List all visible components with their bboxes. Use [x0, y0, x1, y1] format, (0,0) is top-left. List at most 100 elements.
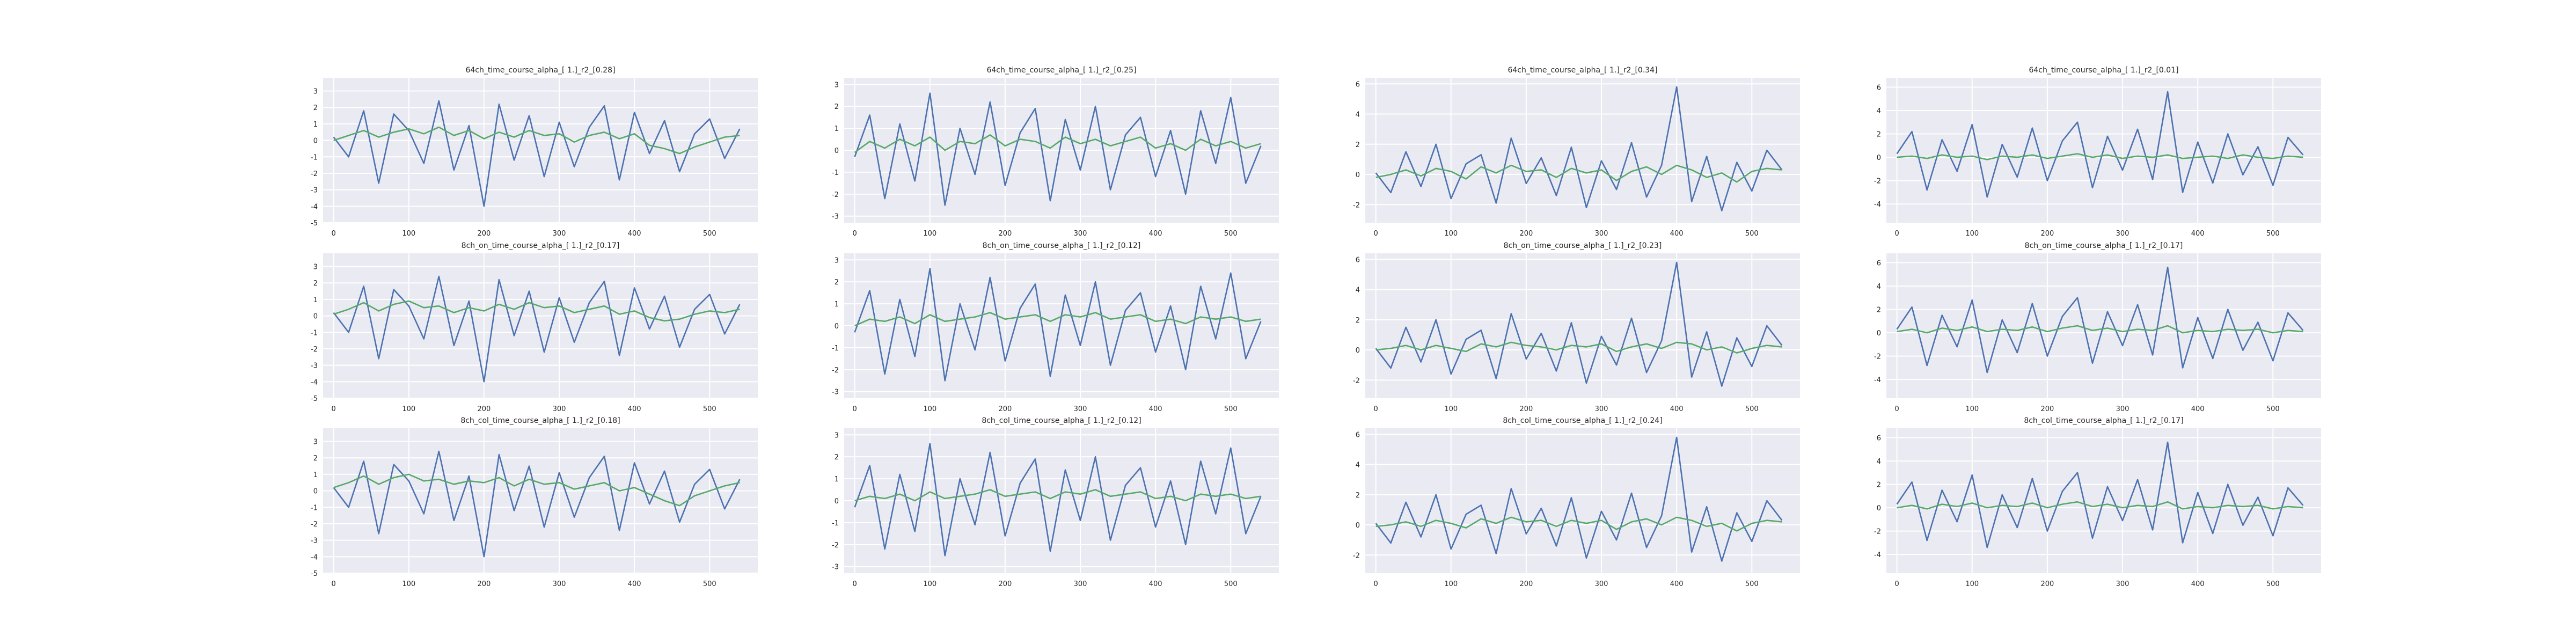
series-line-green: [854, 134, 1261, 153]
y-tick-label: 2: [1356, 141, 1360, 149]
x-tick-label: 200: [2040, 230, 2054, 238]
x-tick-label: 0: [852, 405, 857, 413]
y-tick-label: 0: [313, 137, 318, 145]
x-tick-label: 500: [703, 230, 716, 238]
subplot-title: 8ch_on_time_course_alpha_[ 1.]_r2_[0.12]: [983, 241, 1141, 250]
y-tick-label: -1: [311, 504, 318, 512]
y-tick-label: 1: [313, 471, 318, 479]
subplot-title: 64ch_time_course_alpha_[ 1.]_r2_[0.34]: [1507, 66, 1657, 75]
x-tick-label: 100: [1444, 405, 1458, 413]
y-tick-label: -5: [311, 570, 318, 578]
y-tick-label: 3: [835, 81, 839, 89]
y-tick-label: 0: [1877, 154, 1881, 162]
x-tick-label: 0: [331, 230, 335, 238]
y-tick-label: -4: [1874, 376, 1881, 384]
x-tick-label: 100: [923, 405, 936, 413]
y-tick-label: 6: [1356, 431, 1360, 439]
y-tick-label: -3: [311, 537, 318, 545]
x-tick-label: 500: [2266, 580, 2280, 588]
subplot-3: 0 100 200 300 400 500 -2 0 2 4 6 64ch_time_course_a…: [1353, 66, 1800, 238]
x-tick-label: 500: [2266, 405, 2280, 413]
y-tick-label: -4: [1874, 201, 1881, 209]
series-line-green: [1897, 153, 2303, 160]
y-tick-label: 3: [313, 438, 318, 447]
y-tick-label: -2: [311, 521, 318, 529]
x-tick-label: 400: [628, 405, 641, 413]
series-line-green: [1375, 164, 1782, 183]
x-tick-label: 0: [331, 580, 335, 588]
series-line-blue: [854, 443, 1262, 557]
y-tick-label: -3: [311, 187, 318, 195]
x-tick-label: 300: [553, 580, 566, 588]
y-tick-label: 6: [1356, 80, 1360, 89]
x-tick-label: 400: [1670, 405, 1684, 413]
x-tick-label: 100: [923, 230, 936, 238]
plot-area: [1365, 253, 1800, 398]
plot-area: [323, 428, 758, 573]
series-line-blue: [1896, 91, 2304, 198]
series-line-green: [854, 489, 1261, 502]
x-tick-label: 200: [477, 405, 491, 413]
y-tick-label: -5: [311, 219, 318, 228]
series-line-green: [333, 300, 740, 322]
subplot-12: 0 100 200 300 400 500 -4 -2 0 2 4 6 8ch_col_time_cou…: [1874, 416, 2321, 588]
y-tick-label: 6: [1877, 434, 1881, 442]
y-tick-label: -3: [832, 389, 839, 397]
y-tick-label: 0: [835, 147, 839, 155]
x-tick-label: 500: [1745, 405, 1759, 413]
subplot-5: 0 100 200 300 400 500 -5 -4 -3 -2 -1 0 1 2 3 8ch_on_tim…: [311, 241, 758, 413]
plot-area: [323, 253, 758, 398]
y-tick-label: -4: [1874, 551, 1881, 559]
x-tick-label: 0: [852, 580, 857, 588]
x-tick-label: 200: [998, 580, 1012, 588]
x-tick-label: 100: [402, 405, 415, 413]
y-tick-label: -1: [311, 153, 318, 162]
x-tick-label: 500: [1745, 230, 1759, 238]
x-tick-label: 500: [703, 580, 716, 588]
subplot-6: 0 100 200 300 400 500 -3 -2 -1 0 1 2 3 8ch_on_time_co…: [832, 241, 1279, 413]
subplot-1: 0 100 200 300 400 500 -5 -4 -3 -2 -1 0 1 2 3 64ch_time_…: [311, 66, 758, 238]
series-line-blue: [333, 100, 741, 207]
y-tick-label: -3: [832, 213, 839, 221]
subplot-8: 0 100 200 300 400 500 -4 -2 0 2 4 6 8ch_on_time_cour…: [1874, 241, 2321, 413]
y-tick-label: 1: [313, 296, 318, 304]
x-tick-label: 300: [553, 230, 566, 238]
x-tick-label: 400: [2191, 405, 2205, 413]
subplot-title: 64ch_time_course_alpha_[ 1.]_r2_[0.01]: [2029, 66, 2178, 75]
y-tick-label: -2: [832, 367, 839, 375]
x-tick-label: 300: [1595, 230, 1608, 238]
x-tick-label: 300: [1074, 580, 1087, 588]
y-tick-label: 0: [835, 497, 839, 506]
series-line-blue: [333, 450, 741, 558]
x-tick-label: 100: [402, 580, 415, 588]
x-tick-label: 300: [2116, 230, 2129, 238]
plot-area: [323, 78, 758, 223]
x-tick-label: 100: [1444, 580, 1458, 588]
x-tick-label: 200: [1519, 580, 1533, 588]
y-tick-label: -2: [1874, 353, 1881, 361]
x-tick-label: 200: [1519, 405, 1533, 413]
y-tick-label: 2: [1356, 317, 1360, 325]
series-line-green: [333, 126, 740, 155]
x-tick-label: 0: [1894, 405, 1899, 413]
y-tick-label: 2: [1356, 492, 1360, 500]
y-tick-label: -4: [311, 553, 318, 561]
x-tick-label: 400: [2191, 230, 2205, 238]
y-tick-label: 4: [1356, 462, 1360, 470]
series-line-green: [333, 473, 740, 507]
series-line-blue: [1896, 441, 2304, 548]
x-tick-label: 200: [477, 230, 491, 238]
series-line-blue: [854, 268, 1262, 382]
y-tick-label: -2: [1874, 528, 1881, 536]
y-tick-label: -2: [1353, 552, 1360, 560]
subplot-title: 8ch_on_time_course_alpha_[ 1.]_r2_[0.17]: [462, 241, 620, 250]
subplot-title: 8ch_col_time_course_alpha_[ 1.]_r2_[0.24…: [1503, 416, 1662, 425]
x-tick-label: 400: [1670, 580, 1684, 588]
subplot-9: 0 100 200 300 400 500 -5 -4 -3 -2 -1 0 1 2 3 8ch_col_ti…: [311, 416, 758, 588]
y-tick-label: 4: [1877, 283, 1881, 291]
y-tick-label: -4: [311, 378, 318, 386]
x-tick-label: 400: [628, 580, 641, 588]
y-tick-label: -1: [832, 345, 839, 353]
y-tick-label: 6: [1356, 256, 1360, 264]
x-tick-label: 300: [1074, 230, 1087, 238]
